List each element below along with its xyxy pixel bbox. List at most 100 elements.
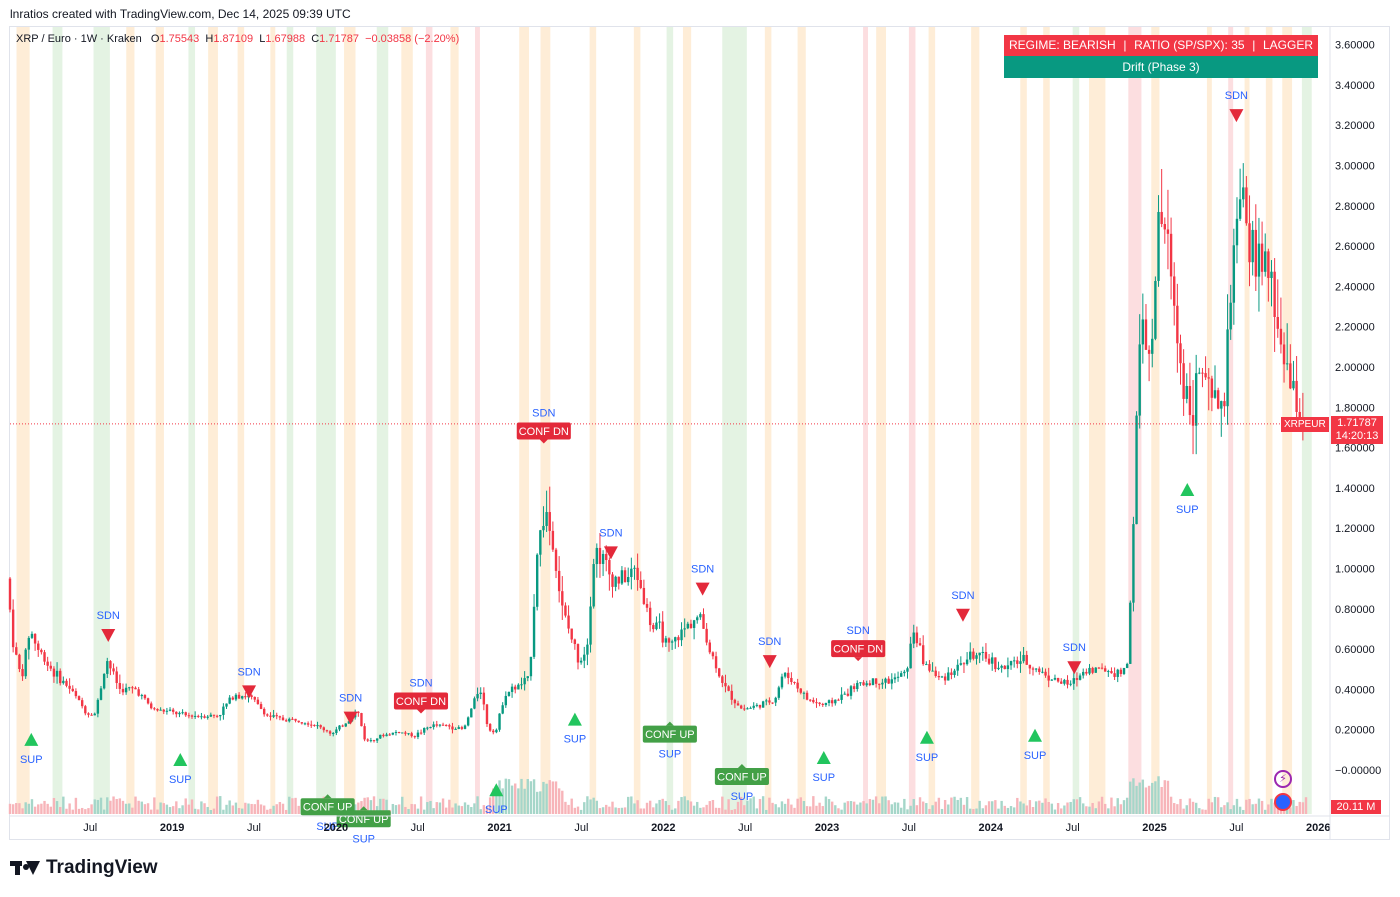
candle-body <box>859 682 862 684</box>
signal-label: SDN <box>599 527 622 539</box>
legend-close-label: C <box>311 33 320 45</box>
volume-bar <box>721 796 724 814</box>
candle-body <box>225 703 228 707</box>
candle-body <box>379 734 382 739</box>
y-tick-label: 3.40000 <box>1335 80 1375 92</box>
volume-bar <box>466 804 470 814</box>
volume-bar <box>178 808 181 814</box>
candle-body <box>1210 378 1214 398</box>
candle-body <box>1151 338 1154 354</box>
candle-body <box>830 700 834 704</box>
candle-body <box>840 694 843 700</box>
volume-bar <box>567 804 570 814</box>
y-tick-label: 1.60000 <box>1335 443 1375 455</box>
volume-bar <box>187 804 191 814</box>
volume-bar <box>451 807 454 814</box>
candle-body <box>153 708 156 710</box>
candle-body <box>1003 665 1006 670</box>
candle-body <box>730 690 733 700</box>
volume-bar <box>601 807 605 814</box>
volume-bar <box>237 807 241 814</box>
candle-body <box>404 732 407 734</box>
candle-body <box>824 703 828 705</box>
candle-body <box>1063 679 1066 684</box>
candle-body <box>457 727 460 729</box>
candle-body <box>43 652 46 662</box>
x-tick-label: 2019 <box>160 822 184 834</box>
volume-bar <box>965 797 969 814</box>
volume-bar <box>1295 805 1298 814</box>
candle-body <box>799 688 802 693</box>
candle-body <box>856 682 859 690</box>
volume-bar <box>583 802 586 814</box>
regime-bands <box>16 27 1312 814</box>
x-tick-label: Jul <box>1229 822 1243 834</box>
volume-bar <box>517 788 520 814</box>
volume-bar <box>482 805 486 814</box>
candle-body <box>306 723 310 725</box>
volume-bar <box>473 803 476 814</box>
volume-bar <box>241 808 244 814</box>
volume-bar <box>1060 808 1063 814</box>
volume-bar <box>363 797 366 814</box>
candle-body <box>950 672 953 675</box>
candle-body <box>1242 187 1245 200</box>
signal-down-triangle <box>762 655 777 669</box>
candle-body <box>1179 343 1182 364</box>
candle-body <box>874 678 878 684</box>
x-tick-label: Jul <box>411 822 425 834</box>
volume-bar <box>774 804 777 814</box>
regime-band <box>764 27 772 814</box>
volume-bar <box>394 805 398 814</box>
candle-body <box>175 711 178 715</box>
candle-body <box>937 675 941 678</box>
candle-body <box>608 560 611 575</box>
candle-body <box>975 655 978 659</box>
volume-bar <box>755 808 759 814</box>
candle-body <box>197 715 200 717</box>
candle-body <box>1103 668 1107 672</box>
volume-bar <box>950 797 953 814</box>
volume-bar <box>463 802 467 814</box>
regime-label: REGIME: BEARISH <box>1009 38 1116 52</box>
volume-bar <box>165 804 169 814</box>
candle-body <box>573 639 577 645</box>
signal-label: SUP <box>1176 504 1199 516</box>
volume-bar <box>1119 804 1123 814</box>
volume-bar <box>884 796 887 814</box>
candle-body <box>592 564 595 607</box>
globe-icon[interactable] <box>1274 793 1292 811</box>
volume-bar <box>852 801 856 814</box>
volume-bar <box>799 797 802 814</box>
symbol-legend[interactable]: XRP / Euro · 1W · Kraken O1.75543 H1.871… <box>16 33 459 45</box>
symbol-price-tag: XRPEUR <box>1281 416 1329 432</box>
volume-bar <box>589 799 592 814</box>
volume-bar <box>1122 800 1126 814</box>
volume-bar <box>862 801 865 814</box>
candle-body <box>1285 363 1289 365</box>
y-tick-label: −0.00000 <box>1335 765 1381 777</box>
volume-bar <box>504 778 508 814</box>
candle-body <box>1110 671 1113 674</box>
y-tick-label: 1.80000 <box>1335 402 1375 414</box>
volume-bar <box>677 800 680 814</box>
chart-caption: lnratios created with TradingView.com, D… <box>10 7 351 21</box>
candle-body <box>40 649 43 653</box>
volume-bar <box>96 799 100 814</box>
volume-bar <box>579 809 583 814</box>
volume-bar <box>611 801 614 814</box>
volume-bar <box>874 796 878 814</box>
volume-bar <box>991 801 994 814</box>
candle-body <box>1082 671 1085 676</box>
regime-band <box>1128 27 1142 814</box>
candle-body <box>1144 319 1148 350</box>
y-tick-label: 2.80000 <box>1335 201 1375 213</box>
signal-sub-label: SDN <box>847 625 870 637</box>
volume-bar <box>953 796 956 814</box>
candle-body <box>692 620 696 628</box>
candle-body <box>171 709 175 712</box>
lightning-icon[interactable]: ⚡ <box>1274 770 1292 788</box>
signal-down-triangle <box>1067 661 1082 675</box>
tradingview-logo[interactable]: TradingView <box>10 857 158 879</box>
